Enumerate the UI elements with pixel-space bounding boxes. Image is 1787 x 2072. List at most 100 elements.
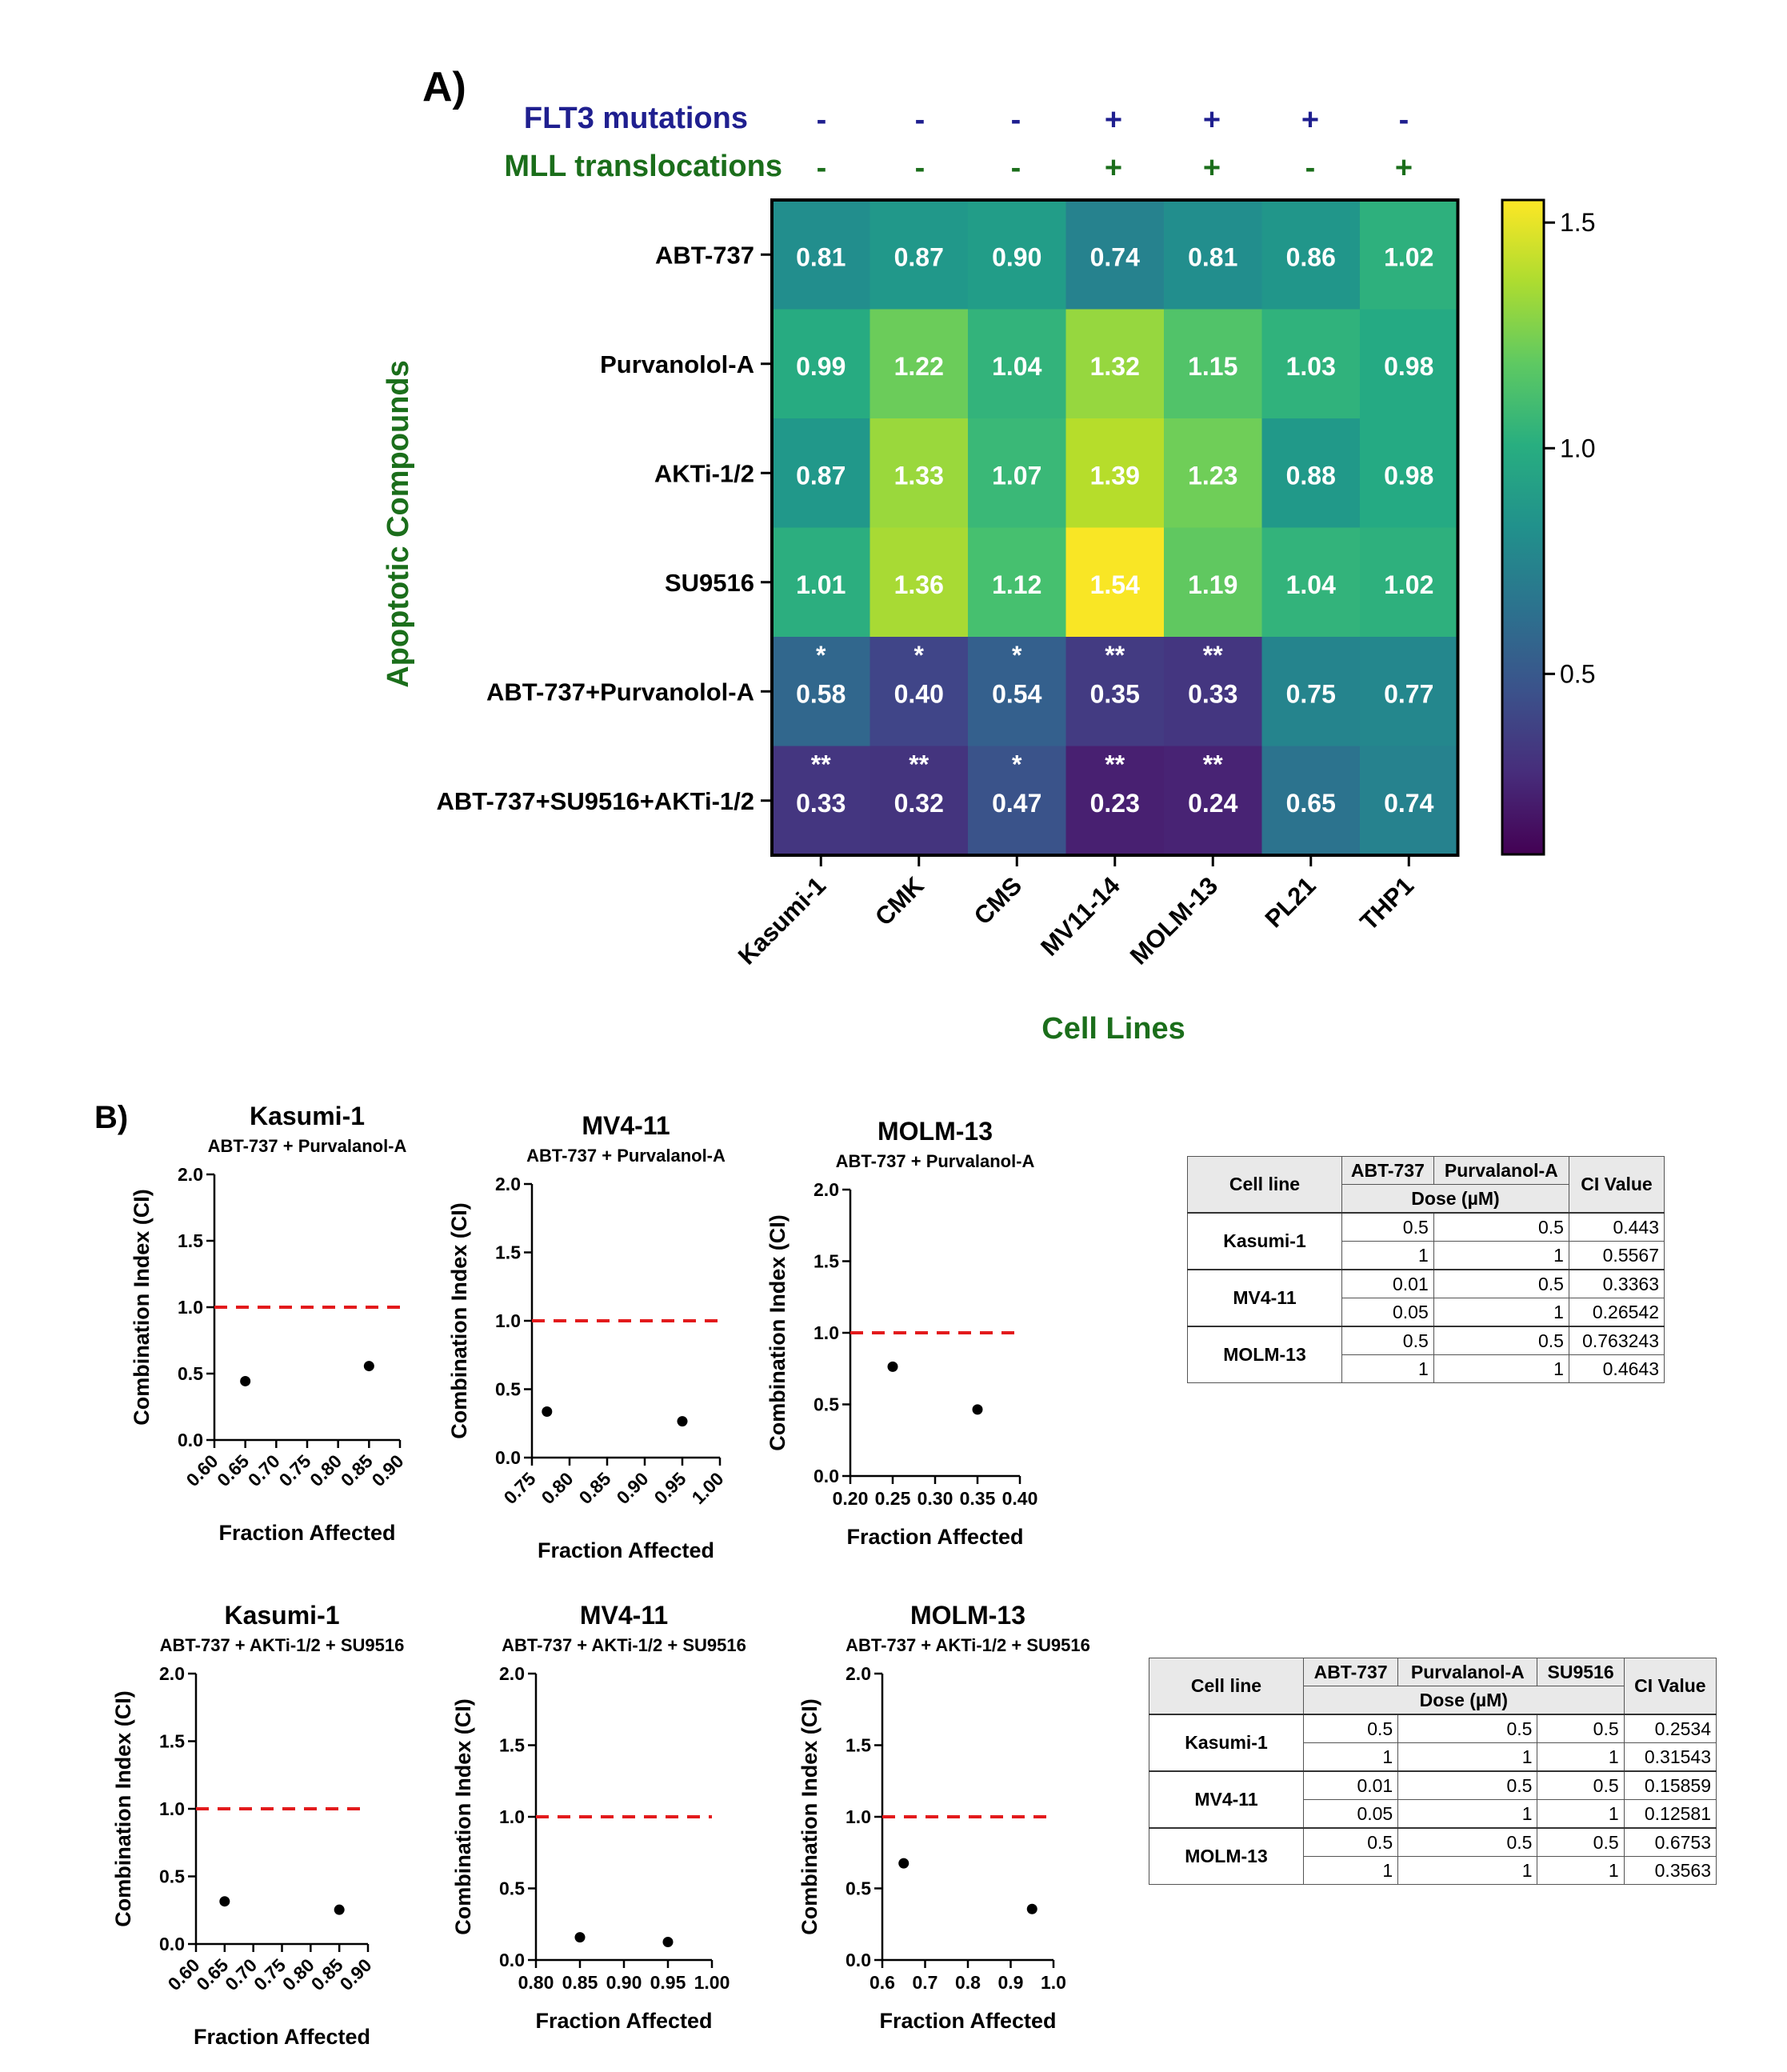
x-tick-label: 0.20 bbox=[833, 1488, 869, 1509]
cell-value-label: 1.39 bbox=[1090, 461, 1140, 490]
heatmap-cell bbox=[1360, 200, 1459, 310]
x-tick-label: 0.6 bbox=[870, 1972, 895, 1993]
significance-stars: * bbox=[816, 641, 826, 670]
cell-value-label: 0.23 bbox=[1090, 789, 1140, 818]
dose-value: 0.5 bbox=[1302, 1714, 1399, 1743]
colorbar-ticks: 1.5 1.0 0.5 bbox=[1544, 208, 1595, 688]
flt3-sign: - bbox=[1399, 103, 1409, 137]
cell-value-label: 1.32 bbox=[1090, 352, 1140, 381]
heatmap-cell bbox=[1261, 309, 1361, 419]
heatmap-cell bbox=[1164, 527, 1263, 638]
x-tick-label: 0.35 bbox=[960, 1488, 996, 1509]
y-tick-label: 0.0 bbox=[178, 1430, 203, 1450]
x-tick-label: 0.95 bbox=[650, 1972, 686, 1993]
x-tick-label: 0.60 bbox=[182, 1450, 222, 1490]
scatter-plot: MOLM-13 ABT-737 + Purvalanol-A 0.0 0.5 1.0 1.… bbox=[766, 1117, 1037, 1549]
scatter-title: Kasumi-1 bbox=[224, 1601, 339, 1630]
significance-stars: * bbox=[1012, 750, 1022, 779]
x-tick-label: MOLM-13 bbox=[1125, 871, 1223, 970]
dose-value: 0.05 bbox=[1302, 1799, 1399, 1829]
heatmap-cell bbox=[1360, 418, 1459, 529]
heatmap-cell bbox=[772, 309, 871, 419]
y-tick-label: AKTi-1/2 bbox=[654, 459, 754, 487]
y-tick-label: 1.0 bbox=[846, 1806, 871, 1827]
th-ci: CI Value bbox=[1623, 1658, 1717, 1715]
heatmap-cell bbox=[870, 309, 969, 419]
cell-value-label: 0.98 bbox=[1384, 352, 1433, 381]
cell-value-label: 0.74 bbox=[1384, 789, 1433, 818]
heatmap-cell bbox=[1261, 418, 1361, 529]
flt3-sign: - bbox=[817, 103, 827, 137]
dose-value: 0.5 bbox=[1537, 1827, 1625, 1857]
dose-value: 1 bbox=[1397, 1799, 1538, 1829]
data-point bbox=[887, 1361, 898, 1372]
x-tick-label: 0.85 bbox=[562, 1972, 598, 1993]
dose-value: 1 bbox=[1433, 1241, 1569, 1270]
y-axis-label: Combination Index (CI) bbox=[111, 1690, 135, 1926]
ci-value: 0.763243 bbox=[1568, 1326, 1665, 1355]
scatter-title: MV4-11 bbox=[580, 1601, 668, 1630]
y-tick-label: 0.5 bbox=[159, 1866, 185, 1887]
ci-value: 0.31543 bbox=[1623, 1742, 1717, 1772]
y-tick-label: 2.0 bbox=[846, 1663, 871, 1684]
heatmap-cell bbox=[1261, 746, 1361, 856]
y-tick-label: 1.5 bbox=[499, 1735, 525, 1756]
cell-value-label: 0.87 bbox=[894, 242, 944, 271]
x-tick-label: 1.00 bbox=[687, 1468, 727, 1508]
heatmap-cell bbox=[968, 309, 1067, 419]
cell-value-label: 0.40 bbox=[894, 679, 944, 708]
th-dose: Dose (µM) bbox=[1303, 1686, 1625, 1715]
cell-line-name: MOLM-13 bbox=[1149, 1827, 1304, 1885]
cell-value-label: 0.32 bbox=[894, 789, 944, 818]
data-point bbox=[972, 1404, 983, 1415]
x-tick-label: 0.85 bbox=[337, 1450, 377, 1490]
cell-value-label: 0.65 bbox=[1286, 789, 1336, 818]
y-axis-label: Combination Index (CI) bbox=[766, 1214, 790, 1450]
x-tick-label: 0.8 bbox=[955, 1972, 981, 1993]
dose-value: 1 bbox=[1397, 1742, 1538, 1772]
data-point bbox=[1026, 1903, 1037, 1914]
x-axis-label: Fraction Affected bbox=[879, 2009, 1056, 2033]
x-tick-label: 0.25 bbox=[875, 1488, 911, 1509]
dose-value: 0.5 bbox=[1397, 1827, 1538, 1857]
colorbar bbox=[1501, 198, 1545, 856]
mll-sign: + bbox=[1105, 151, 1122, 185]
cell-value-label: 0.74 bbox=[1090, 242, 1140, 271]
heatmap-cell bbox=[968, 200, 1067, 310]
th-drug2: Purvalanol-A bbox=[1433, 1156, 1569, 1185]
cell-value-label: 0.24 bbox=[1188, 789, 1237, 818]
ci-table-2: Cell line ABT-737 Purvalanol-A SU9516 CI… bbox=[1149, 1658, 1717, 1885]
ci-value: 0.5567 bbox=[1568, 1241, 1665, 1270]
scatter-subtitle: ABT-737 + AKTi-1/2 + SU9516 bbox=[846, 1635, 1090, 1655]
flt3-sign: + bbox=[1105, 103, 1122, 137]
scatter-plot: MV4-11 ABT-737 + AKTi-1/2 + SU9516 0.0 0.5 1… bbox=[451, 1601, 746, 2033]
heatmap-cell bbox=[870, 418, 969, 529]
y-axis-label: Combination Index (CI) bbox=[451, 1698, 475, 1934]
cell-line-name: MV4-11 bbox=[1149, 1770, 1304, 1829]
significance-stars: ** bbox=[1105, 641, 1125, 670]
cell-line-name: MOLM-13 bbox=[1187, 1326, 1342, 1383]
y-tick-label: 1.5 bbox=[178, 1230, 203, 1251]
y-tick-label: 1.0 bbox=[495, 1310, 521, 1331]
mll-signs: - - - + + - + bbox=[817, 151, 1413, 185]
x-tick-label: 1.00 bbox=[694, 1972, 730, 1993]
ci-value: 0.2534 bbox=[1623, 1714, 1717, 1743]
heatmap-cell bbox=[870, 200, 969, 310]
y-tick-label: 1.0 bbox=[814, 1322, 839, 1343]
x-tick-label: 0.90 bbox=[606, 1972, 642, 1993]
scatter-plot: MOLM-13 ABT-737 + AKTi-1/2 + SU9516 0.0 0.5… bbox=[798, 1601, 1090, 2033]
colorbar-tick-label: 1.0 bbox=[1560, 434, 1595, 462]
cell-value-label: 1.07 bbox=[992, 461, 1041, 490]
dose-value: 0.5 bbox=[1302, 1827, 1399, 1857]
x-axis-label: Fraction Affected bbox=[846, 1525, 1023, 1549]
cell-value-label: 1.23 bbox=[1188, 461, 1237, 490]
heatmap-cell bbox=[1065, 200, 1165, 310]
th-drug3: SU9516 bbox=[1537, 1658, 1625, 1686]
x-tick-label: 0.90 bbox=[612, 1468, 652, 1508]
data-point bbox=[677, 1416, 688, 1427]
data-point bbox=[662, 1936, 674, 1947]
th-dose: Dose (µM) bbox=[1341, 1184, 1569, 1214]
cell-value-label: 0.81 bbox=[796, 242, 846, 271]
y-tick-label: Purvanolol-A bbox=[600, 350, 754, 378]
